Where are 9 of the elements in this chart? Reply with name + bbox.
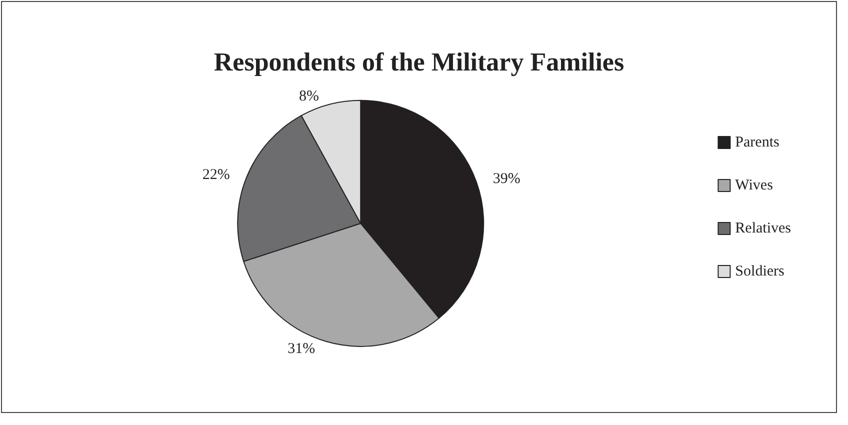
data-label: 31% xyxy=(288,341,316,358)
data-label: 22% xyxy=(202,167,230,184)
legend-label: Parents xyxy=(735,134,780,150)
legend-label: Soldiers xyxy=(735,264,785,280)
data-label: 39% xyxy=(492,171,520,188)
legend-label: Wives xyxy=(735,178,774,194)
data-label: 8% xyxy=(299,88,320,105)
chart-title: Respondents of the Military Families xyxy=(214,48,624,76)
legend-label: Relatives xyxy=(735,220,792,236)
